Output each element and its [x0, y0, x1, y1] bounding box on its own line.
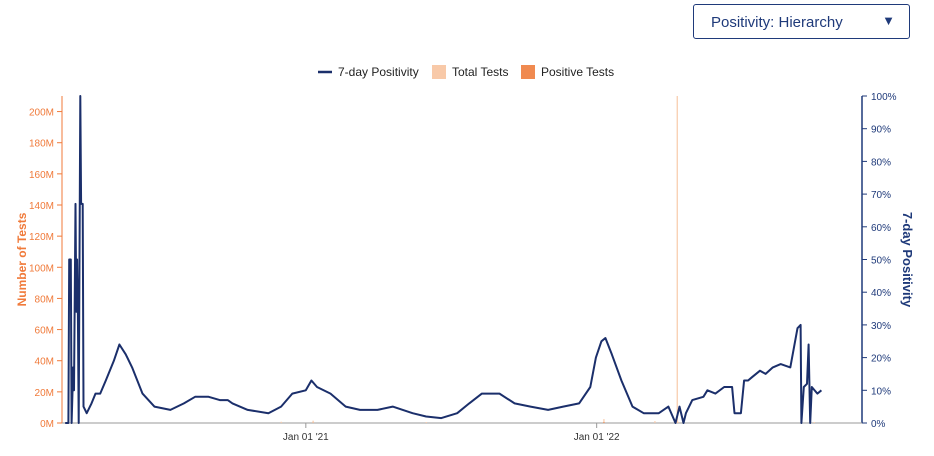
left-axis-tick-label: 200M: [29, 108, 54, 119]
x-axis-tick-label: Jan 01 '21: [283, 432, 329, 443]
right-axis-tick-label: 90%: [871, 125, 891, 136]
right-axis-tick-label: 0%: [871, 419, 886, 430]
right-axis-tick-label: 30%: [871, 321, 891, 332]
chevron-down-icon: ▼: [882, 13, 895, 28]
bar-positive: [603, 422, 605, 423]
legend-label-positive: Positive Tests: [541, 65, 614, 79]
left-axis-tick-label: 60M: [35, 326, 54, 337]
right-axis-tick-label: 70%: [871, 190, 891, 201]
right-axis-tick-label: 60%: [871, 223, 891, 234]
right-axis-tick-label: 40%: [871, 288, 891, 299]
legend-label-positivity: 7-day Positivity: [338, 65, 419, 79]
right-axis-tick-label: 50%: [871, 256, 891, 267]
left-axis-tick-label: 80M: [35, 294, 54, 305]
left-axis-tick-label: 40M: [35, 357, 54, 368]
bar-total: [603, 419, 605, 423]
left-axis-tick-label: 100M: [29, 263, 54, 274]
left-axis-tick-label: 140M: [29, 201, 54, 212]
x-axis-tick-label: Jan 01 '22: [574, 432, 620, 443]
left-axis-tick-label: 120M: [29, 232, 54, 243]
bar-total: [312, 420, 314, 423]
legend-marker-positive: [521, 65, 535, 79]
metric-selector-dropdown[interactable]: Positivity: Hierarchy ▼: [693, 4, 910, 39]
bar-total: [280, 421, 282, 423]
bar-total: [676, 96, 678, 423]
left-axis-title: Number of Tests: [15, 212, 29, 306]
bar-total: [813, 422, 815, 423]
right-axis-tick-label: 80%: [871, 157, 891, 168]
bar-total: [677, 421, 679, 423]
bar-total: [425, 422, 427, 423]
left-axis-tick-label: 160M: [29, 170, 54, 181]
metric-selector-value: Positivity: Hierarchy: [711, 14, 843, 31]
left-axis-tick-label: 180M: [29, 139, 54, 150]
line-positivity: [65, 95, 823, 424]
left-axis-tick-label: 0M: [40, 419, 54, 430]
right-axis-title: 7-day Positivity: [900, 212, 915, 308]
legend-marker-total: [432, 65, 446, 79]
bar-total: [654, 421, 656, 423]
right-axis-tick-label: 10%: [871, 386, 891, 397]
right-axis-tick-label: 20%: [871, 354, 891, 365]
right-axis-tick-label: 100%: [871, 92, 897, 103]
legend-label-total: Total Tests: [452, 65, 508, 79]
left-axis-tick-label: 20M: [35, 388, 54, 399]
